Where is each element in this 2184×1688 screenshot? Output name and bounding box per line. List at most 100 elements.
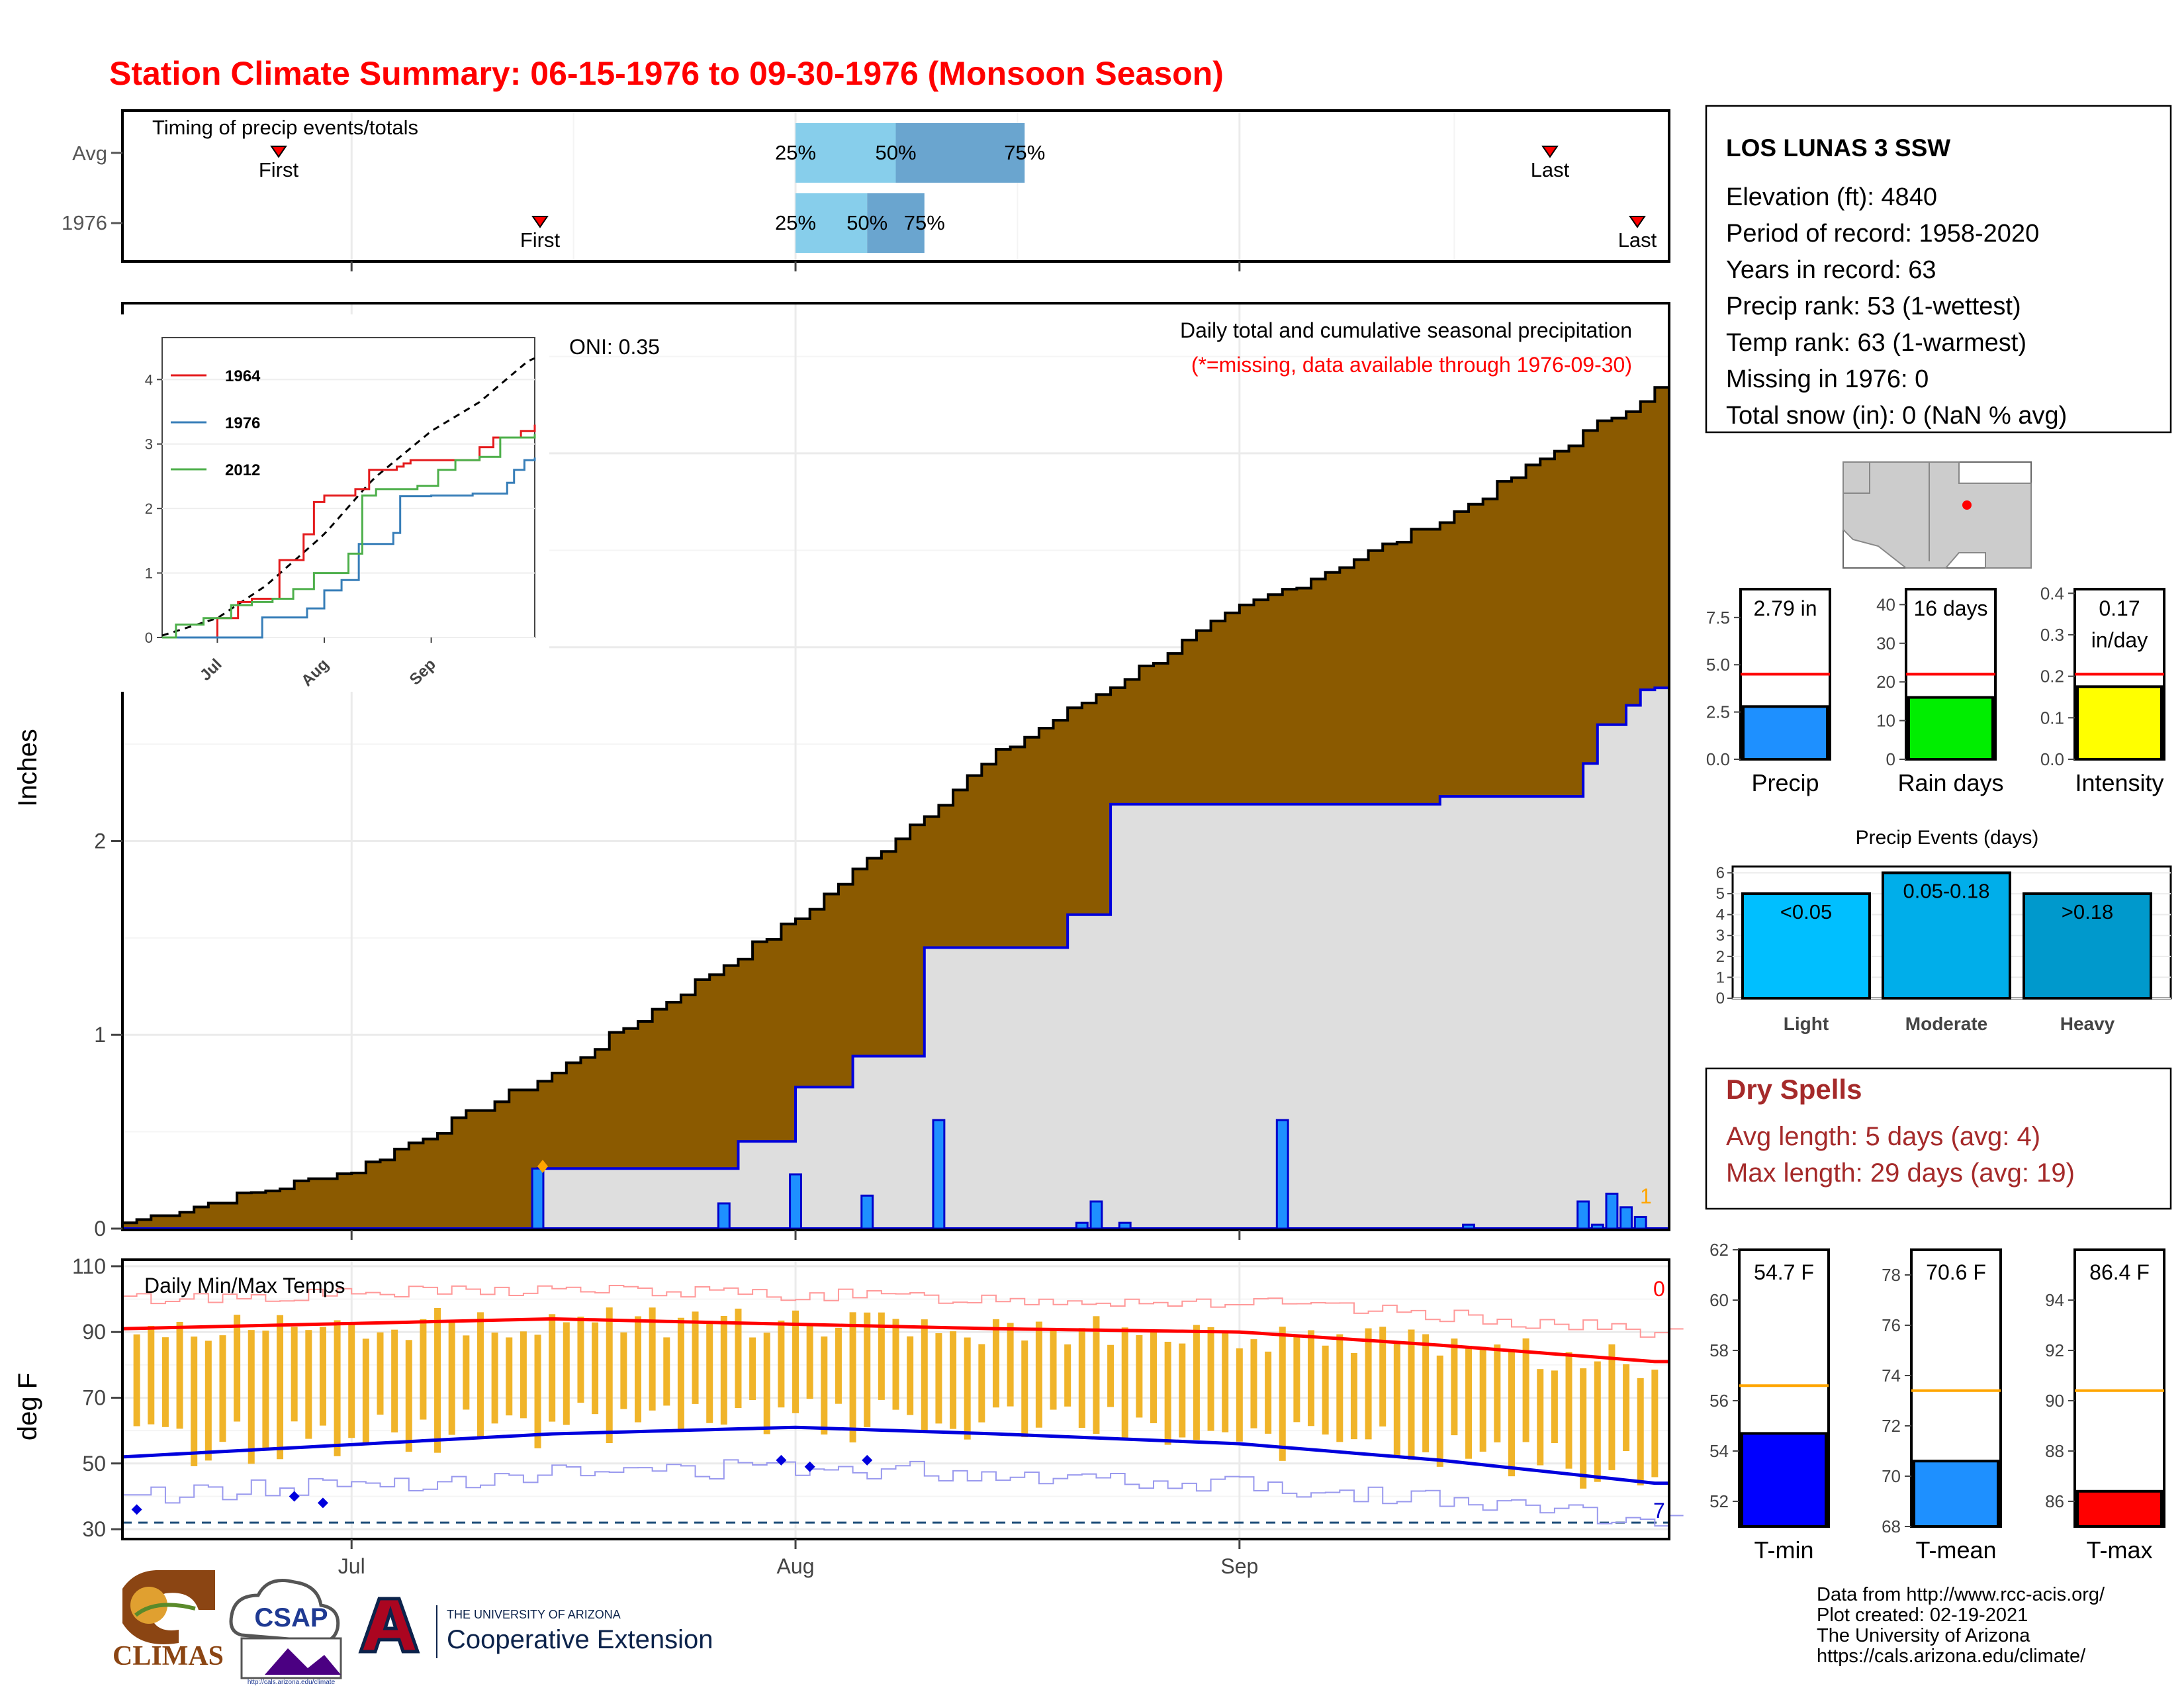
daily-temp-bar: [1279, 1327, 1286, 1461]
daily-temp-bar: [663, 1337, 670, 1406]
events-bar-range: 0.05-0.18: [1903, 879, 1990, 902]
events-tick: 5: [1716, 885, 1725, 903]
daily-temp-bar: [1479, 1346, 1486, 1452]
csap-logo: CSAP http://cals.arizona.edu/climate: [229, 1579, 342, 1686]
dry-spells-box: Dry Spells Avg length: 5 days (avg: 4) M…: [1705, 1067, 2172, 1210]
missing-count: 1: [1640, 1184, 1652, 1208]
mini-bar-chart-1: 40 30 20 10 0 16 days Rain days: [1876, 588, 2004, 796]
events-bar-category: Heavy: [2060, 1013, 2115, 1034]
daily-temp-bar: [878, 1312, 885, 1400]
daily-temp-bar: [1580, 1368, 1587, 1489]
daily-temp-bar: [1293, 1335, 1300, 1423]
daily-temp-bar: [477, 1312, 484, 1438]
events-tick: 6: [1716, 864, 1725, 882]
credit-line: The University of Arizona: [1817, 1625, 2030, 1646]
record-low-marker: [804, 1461, 815, 1472]
daily-temp-bar: [1565, 1352, 1572, 1469]
daily-temp-bar: [491, 1333, 498, 1424]
daily-temp-bar: [1365, 1328, 1372, 1440]
station-location-dot: [1962, 500, 1972, 510]
daily-temp-bar: [262, 1331, 269, 1451]
mini-bar-tick: 10: [1876, 711, 1895, 731]
temp-bar-tick: 56: [1709, 1391, 1729, 1411]
daily-temp-bar: [1651, 1370, 1659, 1477]
daily-temp-bar: [1551, 1370, 1558, 1444]
mini-bar-chart-2: 0.4 0.3 0.2 0.1 0.0 0.17 in/day Intensity: [2040, 583, 2165, 796]
mini-bar-tick: 0.3: [2040, 625, 2064, 645]
daily-temp-bar: [176, 1321, 183, 1429]
daily-temp-bar: [391, 1329, 398, 1432]
temp-bar-chart-t-max: 94 92 90 88 86 86.4 F T-max: [2045, 1248, 2165, 1564]
daily-precip-bar: [789, 1173, 802, 1230]
daily-temp-bar: [649, 1307, 656, 1411]
temp-ytick-label: 110: [72, 1254, 106, 1278]
temp-bar-tick: 90: [2045, 1391, 2064, 1411]
daily-temp-bar: [792, 1310, 799, 1413]
temp-bar-label: T-mean: [1915, 1536, 1996, 1564]
daily-temp-bar: [720, 1315, 727, 1425]
credit-line: Plot created: 02-19-2021: [1817, 1605, 2028, 1626]
credit-line: Data from http://www.rcc-acis.org/: [1817, 1584, 2105, 1605]
events-bar-range: <0.05: [1780, 900, 1832, 923]
timing-label-25: 25%: [775, 211, 816, 234]
daily-precip-bar: [1089, 1200, 1103, 1230]
temp-bar-value: 54.7 F: [1754, 1260, 1814, 1284]
daily-temp-bar: [1093, 1316, 1100, 1434]
mini-bar-tick: 2.5: [1706, 702, 1730, 722]
inset-ytick-label: 1: [145, 565, 153, 582]
climas-logo: CLIMAS: [113, 1570, 224, 1671]
daily-precip-bar: [860, 1194, 874, 1230]
daily-temp-bar: [1594, 1361, 1601, 1482]
timing-first-marker: [531, 216, 549, 228]
daily-precip-bar: [1633, 1215, 1647, 1230]
daily-precip-bar: [932, 1119, 946, 1230]
events-bar-moderate: [1882, 871, 2011, 1000]
daily-temp-bar: [835, 1327, 842, 1404]
daily-temp-bar: [377, 1332, 384, 1415]
events-tick: 3: [1716, 927, 1725, 945]
mini-bar-tick: 0.0: [1706, 749, 1730, 769]
mini-bar-tick: 40: [1876, 594, 1895, 614]
timing-panel: 25% 50% 75% First Last 25% 50% 75% First Last Tim…: [62, 109, 1670, 271]
timing-label-25: 25%: [775, 141, 816, 164]
timing-last-label: Last: [1531, 158, 1570, 181]
daily-temp-bar: [1107, 1344, 1115, 1407]
temp-bar-chart-t-mean: 78 76 74 72 70 68 70.6 F T-mean: [1882, 1248, 2002, 1564]
daily-temp-bar: [191, 1336, 198, 1466]
daily-temp-bar: [677, 1317, 684, 1431]
timing-row-label-year: 1976: [62, 211, 107, 234]
daily-temp-bar: [1436, 1355, 1443, 1467]
station-name: LOS LUNAS 3 SSW: [1726, 134, 1950, 162]
mini-bar-value: 2.79 in: [1753, 596, 1817, 620]
timing-first-label: First: [520, 228, 561, 252]
daily-precip-bar: [531, 1167, 545, 1230]
mini-bar-tick: 7.5: [1706, 608, 1730, 628]
temp-bar-tick: 92: [2045, 1340, 2064, 1360]
temp-bar-label: T-max: [2086, 1536, 2152, 1564]
daily-temp-bar: [1522, 1338, 1529, 1442]
events-tick: 2: [1716, 948, 1725, 966]
events-bar-range: >0.18: [2062, 900, 2113, 923]
mini-bar-tick: 30: [1876, 633, 1895, 653]
avg-max-line: [122, 1317, 1669, 1364]
daily-temp-bar: [1623, 1364, 1630, 1452]
temp-panel: 110 90 70 50 30 Daily Min/Max Temps 0 7 deg …: [13, 1254, 1684, 1578]
record-low-marker: [317, 1497, 328, 1509]
mini-bar: [1742, 705, 1829, 761]
daily-temp-bar: [291, 1327, 298, 1422]
daily-temp-bar: [1408, 1329, 1415, 1460]
year-cumulative-area: [122, 686, 1670, 1230]
inset-legend-label: 1964: [225, 367, 261, 385]
ua-small-text: THE UNIVERSITY OF ARIZONA: [447, 1608, 621, 1621]
timing-label-75: 75%: [904, 211, 945, 234]
daily-temp-bar: [277, 1315, 284, 1460]
daily-precip-bar: [1619, 1206, 1633, 1230]
inset-series-line-2012: [162, 434, 536, 639]
oni-label: ONI: 0.35: [569, 335, 660, 359]
daily-temp-bar: [219, 1335, 226, 1442]
inset-legend-label: 1976: [225, 414, 260, 432]
daily-temp-bar: [806, 1324, 813, 1399]
temp-bar-tick: 76: [1882, 1315, 1901, 1335]
daily-temp-bar: [520, 1331, 527, 1419]
mini-bar-tick: 0.1: [2040, 708, 2064, 727]
